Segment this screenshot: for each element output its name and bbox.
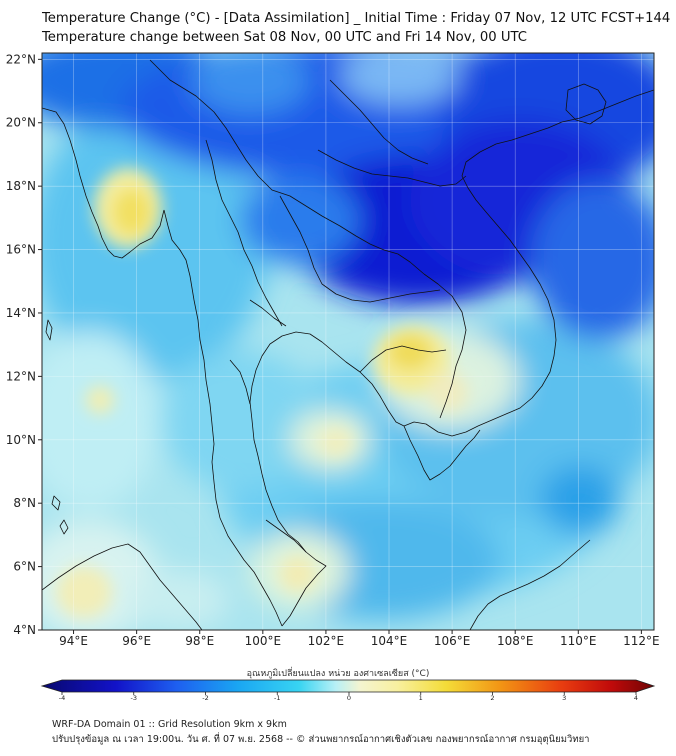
colorbar-ticks: -4 -3 -2 -1 0 1 2 3 4 xyxy=(59,692,638,702)
latitude-axis: 22°N 20°N 18°N 16°N 14°N 12°N 10°N 8°N 6°N 4°N xyxy=(6,52,42,637)
colorbar-tick-label: 3 xyxy=(562,694,566,702)
lon-tick-label: 98°E xyxy=(185,634,214,648)
lat-tick-label: 12°N xyxy=(6,369,36,383)
lon-tick-label: 102°E xyxy=(308,634,345,648)
colorbar-tick-label: -1 xyxy=(274,694,280,702)
lat-tick-label: 18°N xyxy=(6,179,36,193)
lon-tick-label: 112°E xyxy=(623,634,660,648)
footer-update-info: ปรับปรุงข้อมูล ณ เวลา 19:00น. วัน ศ. ที่… xyxy=(52,734,590,745)
colorbar: -4 -3 -2 -1 0 1 2 3 4 xyxy=(40,679,656,702)
map-field xyxy=(42,53,654,630)
plot-frame xyxy=(41,52,655,631)
lat-tick-label: 22°N xyxy=(6,52,36,66)
lat-tick-label: 14°N xyxy=(6,306,36,320)
colorbar-tick-label: 4 xyxy=(634,694,638,702)
lat-tick-label: 20°N xyxy=(6,116,36,130)
colorbar-tick-label: -3 xyxy=(131,694,137,702)
map-title: Temperature Change (°C) - [Data Assimila… xyxy=(42,11,671,26)
colorbar-tick-label: 2 xyxy=(490,694,494,702)
lat-tick-label: 10°N xyxy=(6,433,36,447)
colorbar-bar xyxy=(40,679,656,693)
field-warm-cores xyxy=(56,168,468,618)
coastlines xyxy=(42,59,654,630)
colorbar-label: อุณหภูมิเปลี่ยนแปลง หน่วย องศาเซลเซียส (… xyxy=(246,669,430,679)
field-blobs xyxy=(42,53,654,630)
lon-tick-label: 110°E xyxy=(560,634,597,648)
lat-tick-label: 4°N xyxy=(13,623,36,637)
colorbar-tick-label: 1 xyxy=(419,694,423,702)
footer-model-info: WRF-DA Domain 01 :: Grid Resolution 9km … xyxy=(52,719,287,730)
colorbar-tick-label: 0 xyxy=(347,694,351,702)
map-subtitle: Temperature change between Sat 08 Nov, 0… xyxy=(42,30,527,45)
longitude-axis: 94°E 96°E 98°E 100°E 102°E 104°E 106°E 108°E 110… xyxy=(59,630,660,648)
lon-tick-label: 94°E xyxy=(59,634,88,648)
lon-tick-label: 100°E xyxy=(245,634,282,648)
lat-tick-label: 6°N xyxy=(13,560,36,574)
lon-tick-label: 106°E xyxy=(434,634,471,648)
colorbar-tick-label: -4 xyxy=(59,694,65,702)
lon-tick-label: 108°E xyxy=(497,634,534,648)
colorbar-tick-label: -2 xyxy=(202,694,208,702)
lon-tick-label: 96°E xyxy=(122,634,151,648)
lat-tick-label: 8°N xyxy=(13,496,36,510)
lat-tick-label: 16°N xyxy=(6,243,36,257)
lon-tick-label: 104°E xyxy=(371,634,408,648)
